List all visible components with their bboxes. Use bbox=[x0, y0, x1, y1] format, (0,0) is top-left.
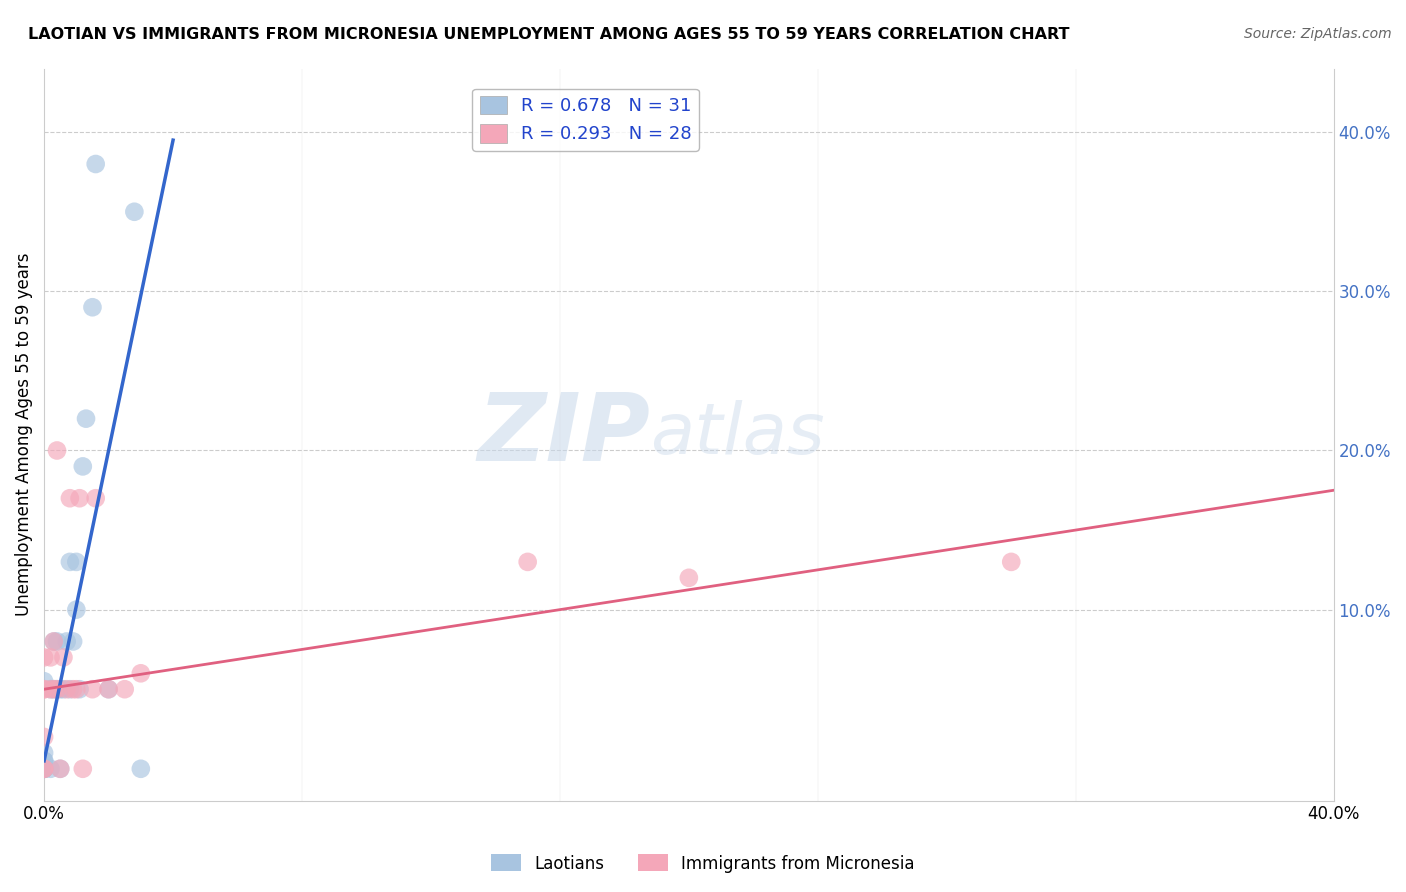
Point bbox=[32, 754, 55, 768]
Point bbox=[39, 682, 62, 697]
Point bbox=[114, 682, 136, 697]
Point bbox=[49, 682, 72, 697]
Point bbox=[39, 650, 62, 665]
Point bbox=[42, 634, 65, 648]
Point bbox=[42, 682, 65, 697]
Point bbox=[129, 666, 152, 681]
Point bbox=[62, 682, 84, 697]
Point bbox=[75, 411, 97, 425]
Point bbox=[32, 650, 55, 665]
Point bbox=[84, 157, 107, 171]
Legend: R = 0.678   N = 31, R = 0.293   N = 28: R = 0.678 N = 31, R = 0.293 N = 28 bbox=[472, 88, 699, 151]
Point bbox=[678, 571, 700, 585]
Text: LAOTIAN VS IMMIGRANTS FROM MICRONESIA UNEMPLOYMENT AMONG AGES 55 TO 59 YEARS COR: LAOTIAN VS IMMIGRANTS FROM MICRONESIA UN… bbox=[28, 27, 1070, 42]
Point bbox=[32, 762, 55, 776]
Point bbox=[97, 682, 120, 697]
Point bbox=[72, 762, 94, 776]
Point bbox=[97, 682, 120, 697]
Point bbox=[65, 682, 87, 697]
Point bbox=[69, 682, 91, 697]
Point bbox=[32, 754, 55, 768]
Point bbox=[32, 762, 55, 776]
Point bbox=[59, 555, 82, 569]
Point bbox=[72, 459, 94, 474]
Point bbox=[129, 762, 152, 776]
Point bbox=[52, 682, 75, 697]
Point bbox=[32, 762, 55, 776]
Point bbox=[65, 602, 87, 616]
Text: atlas: atlas bbox=[650, 401, 825, 469]
Point bbox=[32, 682, 55, 697]
Point bbox=[1000, 555, 1022, 569]
Y-axis label: Unemployment Among Ages 55 to 59 years: Unemployment Among Ages 55 to 59 years bbox=[15, 252, 32, 616]
Point bbox=[46, 634, 69, 648]
Point bbox=[46, 443, 69, 458]
Point bbox=[39, 682, 62, 697]
Point bbox=[82, 682, 104, 697]
Point bbox=[55, 682, 77, 697]
Point bbox=[32, 762, 55, 776]
Point bbox=[65, 555, 87, 569]
Text: ZIP: ZIP bbox=[477, 389, 650, 481]
Point bbox=[39, 762, 62, 776]
Point bbox=[516, 555, 538, 569]
Point bbox=[84, 491, 107, 506]
Point bbox=[49, 762, 72, 776]
Point bbox=[82, 300, 104, 314]
Point bbox=[49, 762, 72, 776]
Point bbox=[59, 491, 82, 506]
Point bbox=[124, 204, 146, 219]
Point bbox=[32, 682, 55, 697]
Point bbox=[32, 762, 55, 776]
Point bbox=[32, 746, 55, 760]
Legend: Laotians, Immigrants from Micronesia: Laotians, Immigrants from Micronesia bbox=[485, 847, 921, 880]
Point bbox=[52, 650, 75, 665]
Point bbox=[62, 634, 84, 648]
Point bbox=[59, 682, 82, 697]
Point bbox=[46, 682, 69, 697]
Point bbox=[32, 674, 55, 689]
Point bbox=[69, 491, 91, 506]
Point bbox=[42, 682, 65, 697]
Text: Source: ZipAtlas.com: Source: ZipAtlas.com bbox=[1244, 27, 1392, 41]
Point bbox=[32, 762, 55, 776]
Point bbox=[32, 730, 55, 744]
Point bbox=[46, 682, 69, 697]
Point bbox=[55, 634, 77, 648]
Point bbox=[42, 634, 65, 648]
